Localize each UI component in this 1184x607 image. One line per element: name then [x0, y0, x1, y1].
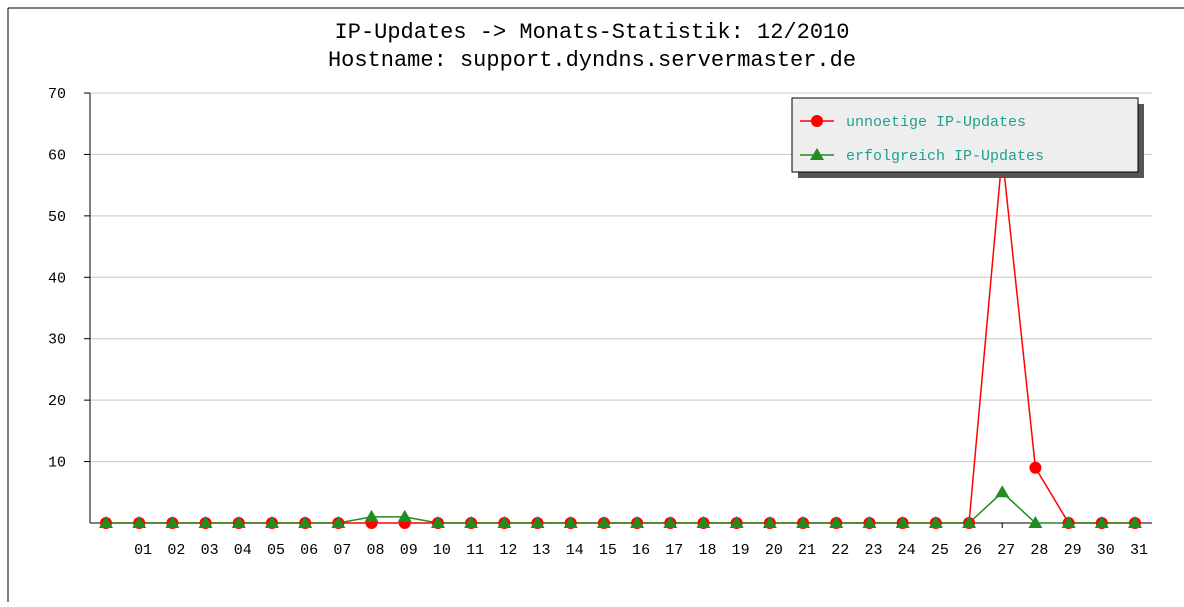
x-tick-label: 23 — [864, 542, 882, 559]
y-tick-label: 50 — [48, 209, 66, 226]
x-tick-label: 12 — [499, 542, 517, 559]
page: IP-Updates -> Monats-Statistik: 12/2010 … — [0, 0, 1184, 607]
y-tick-label: 30 — [48, 332, 66, 349]
x-tick-label: 04 — [234, 542, 252, 559]
x-tick-label: 06 — [300, 542, 318, 559]
legend-label: erfolgreich IP-Updates — [846, 148, 1044, 165]
x-tick-label: 05 — [267, 542, 285, 559]
y-tick-label: 20 — [48, 393, 66, 410]
x-tick-label: 27 — [997, 542, 1015, 559]
x-tick-label: 14 — [566, 542, 584, 559]
x-tick-label: 01 — [134, 542, 152, 559]
x-tick-label: 15 — [599, 542, 617, 559]
x-tick-label: 24 — [898, 542, 916, 559]
x-tick-label: 28 — [1030, 542, 1048, 559]
chart: IP-Updates -> Monats-Statistik: 12/2010 … — [0, 0, 1184, 602]
x-tick-label: 16 — [632, 542, 650, 559]
y-tick-label: 60 — [48, 147, 66, 164]
x-tick-label: 31 — [1130, 542, 1148, 559]
x-tick-label: 20 — [765, 542, 783, 559]
legend-label: unnoetige IP-Updates — [846, 114, 1026, 131]
x-tick-label: 08 — [367, 542, 385, 559]
y-tick-label: 10 — [48, 455, 66, 472]
x-tick-label: 07 — [333, 542, 351, 559]
x-tick-label: 02 — [167, 542, 185, 559]
x-tick-label: 26 — [964, 542, 982, 559]
y-tick-label: 70 — [48, 86, 66, 103]
x-tick-label: 19 — [732, 542, 750, 559]
x-tick-label: 30 — [1097, 542, 1115, 559]
x-tick-label: 25 — [931, 542, 949, 559]
marker — [1029, 462, 1041, 474]
chart-subtitle: Hostname: support.dyndns.servermaster.de — [328, 48, 856, 73]
x-tick-label: 18 — [698, 542, 716, 559]
x-tick-label: 17 — [665, 542, 683, 559]
x-tick-label: 22 — [831, 542, 849, 559]
background — [0, 0, 1184, 602]
x-tick-label: 09 — [400, 542, 418, 559]
x-tick-label: 13 — [533, 542, 551, 559]
chart-title: IP-Updates -> Monats-Statistik: 12/2010 — [335, 20, 850, 45]
x-tick-label: 10 — [433, 542, 451, 559]
x-tick-label: 21 — [798, 542, 816, 559]
legend-marker — [811, 115, 823, 127]
y-tick-label: 40 — [48, 270, 66, 287]
x-tick-label: 03 — [201, 542, 219, 559]
x-tick-label: 11 — [466, 542, 484, 559]
x-tick-label: 29 — [1064, 542, 1082, 559]
